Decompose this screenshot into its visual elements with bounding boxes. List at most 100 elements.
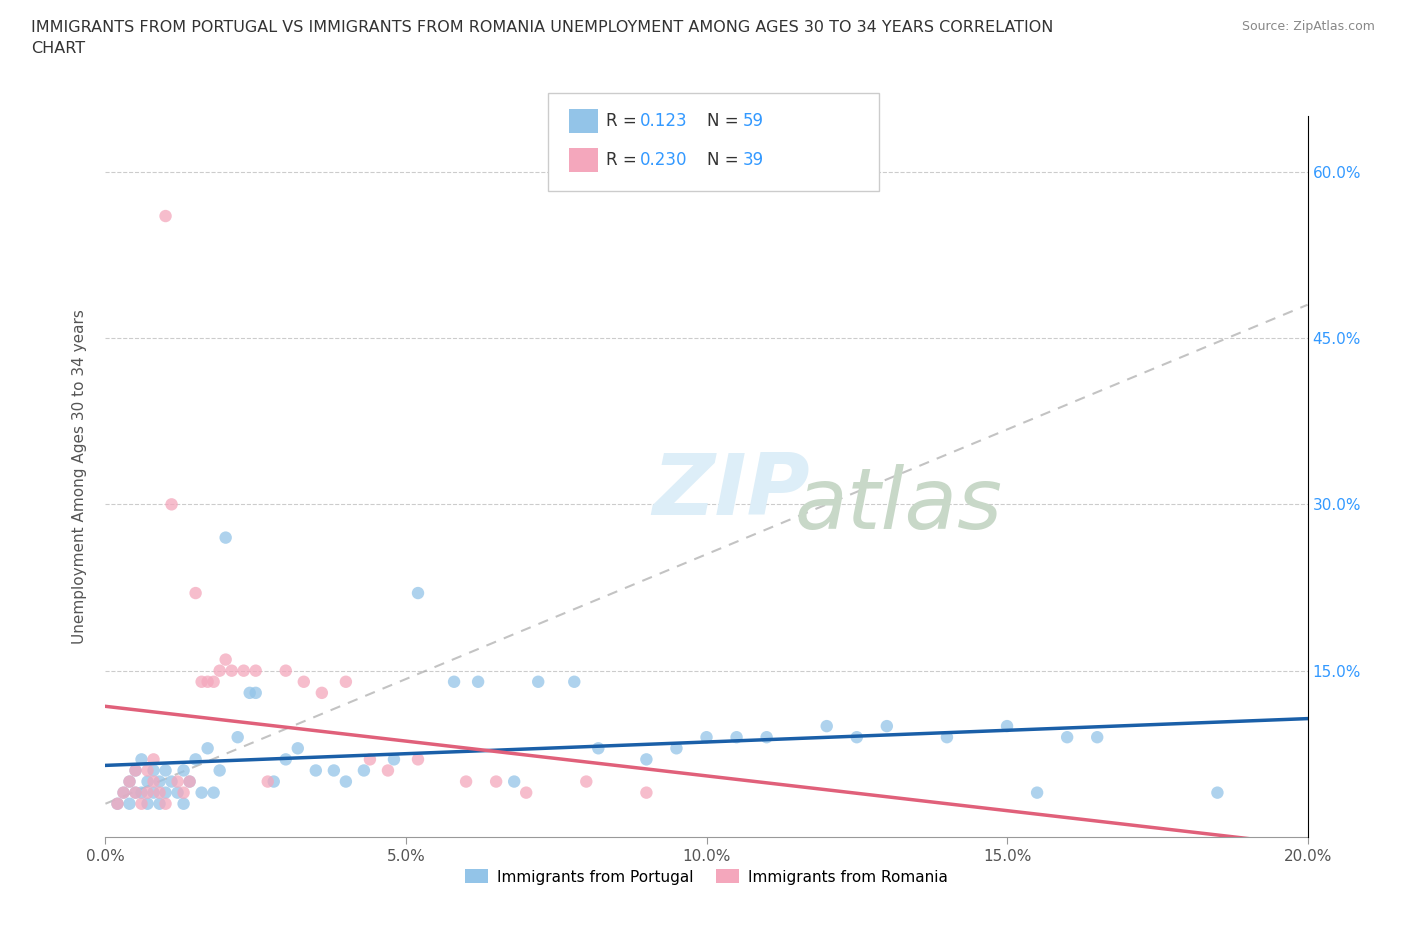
Point xyxy=(202,674,225,689)
Point xyxy=(221,663,243,678)
Point xyxy=(118,774,141,789)
Point xyxy=(136,785,159,800)
Point xyxy=(136,796,159,811)
Point xyxy=(588,741,610,756)
Text: ZIP: ZIP xyxy=(652,449,810,533)
Point xyxy=(190,785,212,800)
Point xyxy=(1085,730,1108,745)
Point xyxy=(148,785,170,800)
Y-axis label: Unemployment Among Ages 30 to 34 years: Unemployment Among Ages 30 to 34 years xyxy=(72,309,87,644)
Point xyxy=(1206,785,1229,800)
Point xyxy=(148,774,170,789)
Text: 0.123: 0.123 xyxy=(640,112,688,130)
Point xyxy=(202,785,225,800)
Point xyxy=(515,785,537,800)
Text: N =: N = xyxy=(707,151,744,169)
Point xyxy=(124,763,146,777)
Point xyxy=(527,674,550,689)
Text: 59: 59 xyxy=(742,112,763,130)
Point xyxy=(197,674,219,689)
Point xyxy=(124,763,146,777)
Point xyxy=(136,763,159,777)
Point xyxy=(173,796,195,811)
Point xyxy=(845,730,868,745)
Point xyxy=(359,752,381,767)
Point xyxy=(118,796,141,811)
Point xyxy=(936,730,959,745)
Text: R =: R = xyxy=(606,112,643,130)
Point xyxy=(173,763,195,777)
Point xyxy=(131,785,153,800)
Point xyxy=(232,663,254,678)
Text: R =: R = xyxy=(606,151,643,169)
Text: IMMIGRANTS FROM PORTUGAL VS IMMIGRANTS FROM ROMANIA UNEMPLOYMENT AMONG AGES 30 T: IMMIGRANTS FROM PORTUGAL VS IMMIGRANTS F… xyxy=(31,20,1053,35)
Point xyxy=(335,674,357,689)
Point xyxy=(377,763,399,777)
Point xyxy=(239,685,262,700)
Point xyxy=(443,674,465,689)
Point xyxy=(995,719,1018,734)
Point xyxy=(226,730,249,745)
Point xyxy=(155,796,177,811)
Point xyxy=(160,497,183,512)
Point xyxy=(245,685,267,700)
Point xyxy=(184,752,207,767)
Point xyxy=(190,674,212,689)
Point xyxy=(155,208,177,223)
Point xyxy=(148,796,170,811)
Point xyxy=(256,774,278,789)
Point xyxy=(636,785,658,800)
Point xyxy=(382,752,405,767)
Point xyxy=(456,774,478,789)
Point xyxy=(311,685,333,700)
Point xyxy=(107,796,129,811)
Point xyxy=(197,741,219,756)
Point xyxy=(142,763,165,777)
Text: N =: N = xyxy=(707,112,744,130)
Point xyxy=(305,763,328,777)
Point xyxy=(142,752,165,767)
Point xyxy=(155,763,177,777)
Point xyxy=(274,752,297,767)
Point xyxy=(118,774,141,789)
Point xyxy=(142,785,165,800)
Point xyxy=(214,530,236,545)
Point xyxy=(112,785,135,800)
Text: Source: ZipAtlas.com: Source: ZipAtlas.com xyxy=(1241,20,1375,33)
Point xyxy=(179,774,201,789)
Point xyxy=(245,663,267,678)
Point xyxy=(112,785,135,800)
Point xyxy=(696,730,718,745)
Point xyxy=(876,719,898,734)
Point xyxy=(179,774,201,789)
Text: 39: 39 xyxy=(742,151,763,169)
Point xyxy=(124,785,146,800)
Point xyxy=(467,674,489,689)
Point xyxy=(166,774,188,789)
Point xyxy=(142,774,165,789)
Point xyxy=(562,674,585,689)
Point xyxy=(155,785,177,800)
Point xyxy=(208,763,231,777)
Point xyxy=(124,785,146,800)
Point xyxy=(136,774,159,789)
Point xyxy=(274,663,297,678)
Point xyxy=(1056,730,1078,745)
Text: atlas: atlas xyxy=(794,464,1002,547)
Point xyxy=(1026,785,1049,800)
Point xyxy=(166,785,188,800)
Point xyxy=(292,674,315,689)
Point xyxy=(214,652,236,667)
Point xyxy=(131,752,153,767)
Point xyxy=(335,774,357,789)
Point xyxy=(322,763,344,777)
Point xyxy=(107,796,129,811)
Point xyxy=(815,719,838,734)
Point xyxy=(406,586,429,601)
Point xyxy=(353,763,375,777)
Text: 0.230: 0.230 xyxy=(640,151,688,169)
Point xyxy=(636,752,658,767)
Text: CHART: CHART xyxy=(31,41,84,56)
Point xyxy=(665,741,688,756)
Point xyxy=(287,741,309,756)
